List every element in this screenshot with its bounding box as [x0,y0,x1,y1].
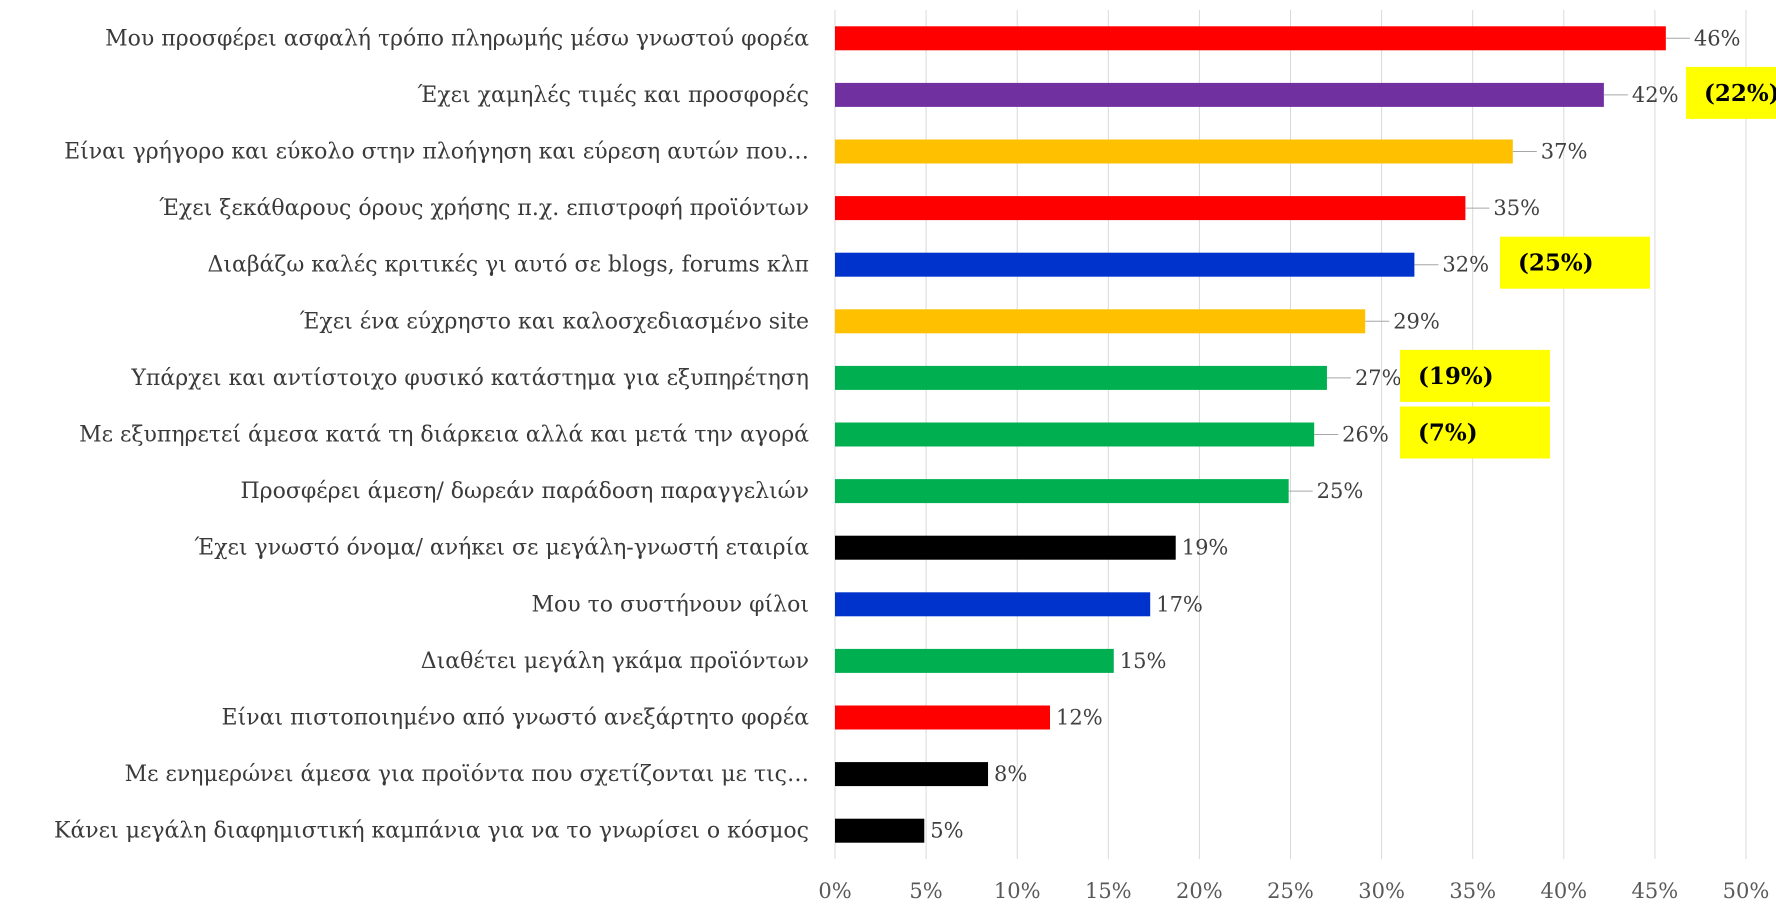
x-tick-label: 15% [1085,879,1132,903]
bar [835,479,1289,504]
bars [835,26,1666,843]
bar [835,535,1176,560]
bar [835,705,1050,730]
annotation-box [1500,236,1650,289]
value-label: 12% [1056,706,1103,730]
x-tick-label: 20% [1176,879,1223,903]
bar [835,309,1366,334]
annotation-box [1686,66,1776,119]
bar [835,82,1604,107]
x-tick-label: 25% [1267,879,1314,903]
category-label: Μου προσφέρει ασφαλή τρόπο πληρωμής μέσω… [105,26,809,51]
category-label: Διαβάζω καλές κριτικές γι αυτό σε blogs,… [207,253,809,278]
bar [835,252,1415,277]
category-label: Υπάρχει και αντίστοιχο φυσικό κατάστημα … [130,366,809,391]
annotation-text: (22%) [1704,80,1776,107]
value-label: 32% [1442,253,1489,277]
value-label: 37% [1541,140,1588,164]
annotation-text: (7%) [1418,420,1478,447]
bar [835,762,989,787]
annotation-text: (25%) [1518,250,1594,277]
x-tick-label: 30% [1358,879,1405,903]
value-label: 46% [1694,26,1741,50]
x-tick-label: 35% [1449,879,1496,903]
x-axis-tick-labels: 0% 5% 10% 15% 20% 25% 30% 35% 40% 45% 50% [818,879,1769,903]
category-label: Με ενημερώνει άμεσα για προϊόντα που σχε… [125,762,809,787]
bar [835,422,1315,447]
value-label: 17% [1156,592,1203,616]
category-label: Μου το συστήνουν φίλοι [531,592,809,617]
value-label: 15% [1120,649,1167,673]
x-tick-label: 50% [1723,879,1770,903]
category-label: Με εξυπηρετεί άμεσα κατά τη διάρκεια αλλ… [79,423,809,448]
x-tick-label: 10% [994,879,1041,903]
annotation-box [1400,406,1550,459]
category-label: Έχει ένα εύχρηστο και καλοσχεδιασμένο si… [300,309,809,334]
value-label: 19% [1182,536,1229,560]
value-label: 5% [930,819,963,843]
bar [835,648,1114,673]
category-label: Κάνει μεγάλη διαφημιστική καμπάνια για ν… [54,819,809,844]
bar [835,365,1327,390]
x-tick-label: 45% [1632,879,1679,903]
leader-lines [1288,37,1690,492]
category-label: Έχει χαμηλές τιμές και προσφορές [418,83,809,108]
value-label: 42% [1632,83,1679,107]
value-labels: 46% 42% 37% 35% 32% 29% 27% 26% 25% 19% 17% 15% 12% 8… [930,26,1740,842]
value-label: 35% [1493,196,1540,220]
bar [835,139,1513,164]
value-label: 25% [1317,479,1364,503]
category-label: Έχει γνωστό όνομα/ ανήκει σε μεγάλη-γνωσ… [194,536,809,561]
bar [835,196,1466,221]
value-label: 27% [1355,366,1402,390]
value-label: 29% [1393,309,1440,333]
bar [835,26,1666,51]
category-label: Είναι πιστοποιημένο από γνωστό ανεξάρτητ… [222,706,810,731]
category-labels: Μου προσφέρει ασφαλή τρόπο πληρωμής μέσω… [54,26,809,843]
category-label: Έχει ξεκάθαρους όρους χρήσης π.χ. επιστρ… [159,196,809,221]
annotations: (22%) (25%) (19%) (7%) [1400,66,1776,459]
category-label: Διαθέτει μεγάλη γκάμα προϊόντων [421,649,809,674]
category-label: Είναι γρήγορο και εύκολο στην πλοήγηση κ… [64,140,809,165]
x-tick-label: 5% [909,879,942,903]
annotation-box [1400,349,1550,402]
x-tick-label: 40% [1540,879,1587,903]
category-label: Προσφέρει άμεση/ δωρεάν παράδοση παραγγε… [241,479,810,504]
bar [835,592,1151,617]
value-label: 8% [994,762,1027,786]
value-label: 26% [1342,423,1389,447]
x-tick-label: 0% [818,879,851,903]
bar [835,818,925,843]
annotation-text: (19%) [1418,363,1494,390]
